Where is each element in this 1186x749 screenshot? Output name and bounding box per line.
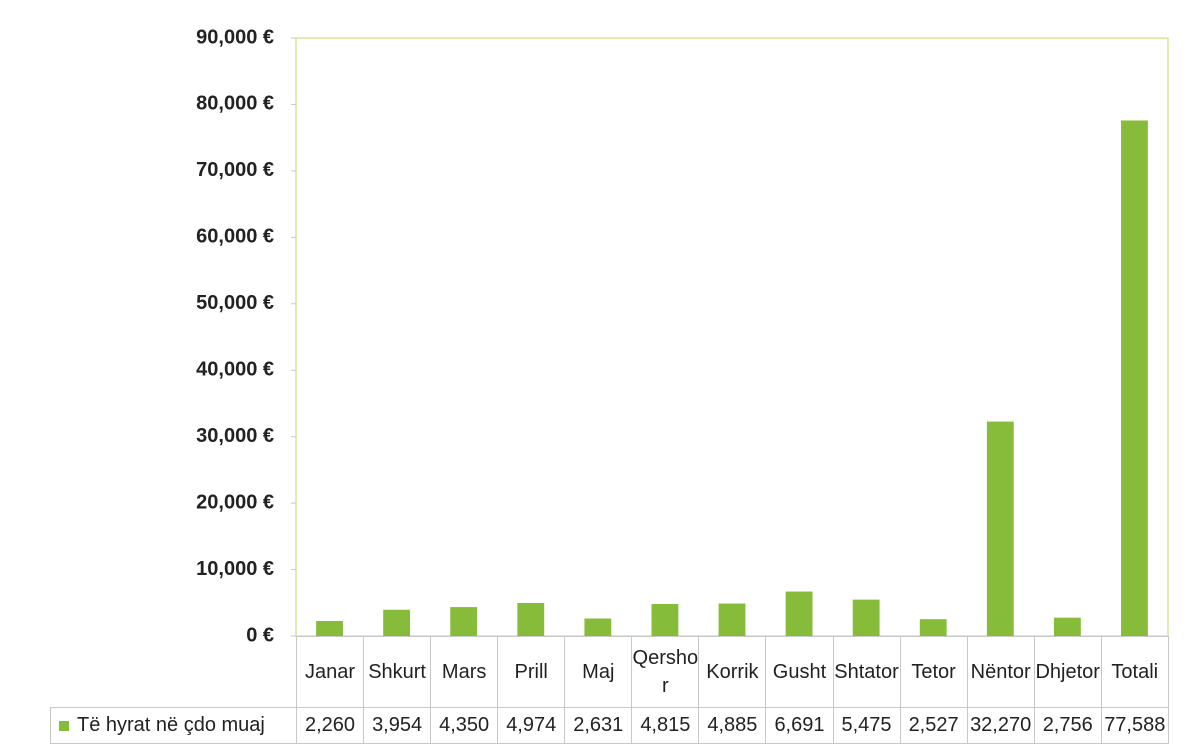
plot-frame — [295, 37, 1169, 637]
y-tick-label: 70,000 € — [196, 159, 274, 181]
x-tick-label: Shkurt — [363, 636, 432, 708]
legend-label: Të hyrat në çdo muaj — [77, 714, 265, 736]
x-tick-label: Janar — [295, 636, 365, 708]
x-tick-label: Korrik — [698, 636, 767, 708]
x-tick-label: Maj — [564, 636, 633, 708]
bar — [316, 620, 343, 636]
x-tick-label: Shtator — [832, 636, 901, 708]
data-label: 2,260 — [295, 707, 365, 744]
data-label: 2,756 — [1033, 707, 1102, 744]
bar — [517, 602, 545, 636]
bar — [1053, 617, 1081, 636]
y-tick-label: 30,000 € — [196, 425, 274, 447]
bar — [383, 609, 411, 636]
legend-swatch — [59, 721, 69, 731]
bar — [651, 604, 679, 636]
bar — [919, 619, 947, 636]
category-row: Janar Shkurt Mars Prill Maj Qershor Korrik Gush… — [51, 636, 1169, 708]
bar — [1121, 120, 1148, 637]
x-tick-label: Totali — [1100, 636, 1169, 708]
y-tick-label: 90,000 € — [196, 26, 274, 48]
bar — [584, 618, 612, 636]
bar — [450, 607, 478, 636]
y-tick-label: 40,000 € — [196, 359, 274, 381]
x-tick-label: Tetor — [899, 636, 968, 708]
data-label: 6,691 — [765, 707, 834, 744]
bar — [852, 599, 880, 636]
y-tick-label: 50,000 € — [196, 292, 274, 314]
x-tick-label: Dhjetor — [1033, 636, 1102, 708]
data-label: 2,527 — [899, 707, 968, 744]
x-tick-label: Prill — [497, 636, 566, 708]
y-tick-label: 0 € — [246, 624, 274, 646]
x-tick-label: Qershor — [631, 636, 700, 708]
data-label: 5,475 — [832, 707, 901, 744]
x-tick-label: Gusht — [765, 636, 834, 708]
bar — [718, 603, 746, 636]
y-tick-label: 60,000 € — [196, 226, 274, 248]
data-label: 4,815 — [631, 707, 700, 744]
data-label: 3,954 — [363, 707, 432, 744]
y-tick-label: 80,000 € — [196, 93, 274, 115]
data-label: 2,631 — [564, 707, 633, 744]
value-row: Të hyrat në çdo muaj 2,260 3,954 4,350 4,974… — [50, 707, 1169, 744]
data-table: Janar Shkurt Mars Prill Maj Qershor Korrik Gush… — [50, 636, 1169, 744]
x-tick-label: Mars — [430, 636, 499, 708]
data-label: 77,588 — [1100, 707, 1169, 744]
y-tick-label: 20,000 € — [196, 491, 274, 513]
data-label: 4,885 — [698, 707, 767, 744]
y-tick-label: 10,000 € — [196, 558, 274, 580]
data-label: 32,270 — [966, 707, 1035, 744]
bar — [785, 591, 813, 636]
legend-entry: Të hyrat në çdo muaj — [50, 707, 297, 744]
data-label: 4,350 — [430, 707, 499, 744]
x-tick-label: Nëntor — [966, 636, 1035, 708]
bar — [986, 421, 1014, 636]
data-label: 4,974 — [497, 707, 566, 744]
corner — [51, 637, 297, 708]
